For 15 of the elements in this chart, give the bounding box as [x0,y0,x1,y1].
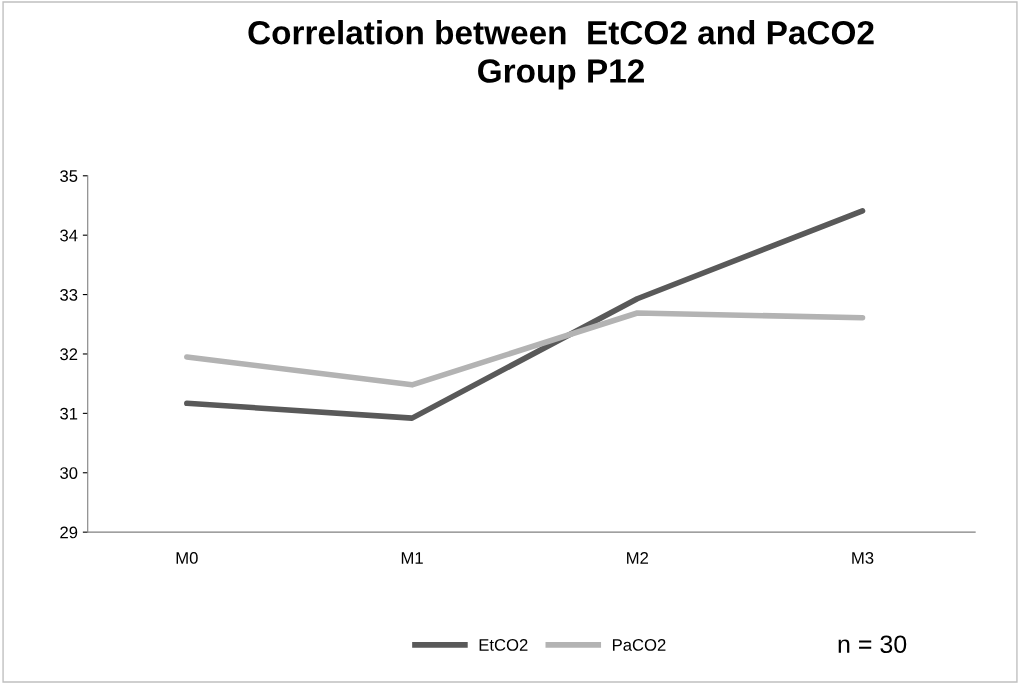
text: n = 30 [838,635,907,654]
y-tick-label: 33 [60,288,78,301]
y-tick-label: 32 [60,348,78,361]
legend-label: EtCO2 [479,639,528,651]
x-tick-label: M3 [852,552,874,564]
y-tick-label: 34 [60,229,78,242]
legend-label: PaCO2 [612,639,666,651]
y-tick-label: 29 [60,526,78,539]
x-tick-label: M2 [627,552,649,564]
x-tick-label: M1 [401,552,423,564]
y-tick-label: 35 [60,170,78,182]
y-tick-label: 30 [60,467,78,479]
x-tick-label: M0 [176,552,198,564]
chart-title: Correlation between EtCO2 and PaCO2 Group P12 [248,20,874,90]
y-tick-label: 31 [60,407,78,420]
